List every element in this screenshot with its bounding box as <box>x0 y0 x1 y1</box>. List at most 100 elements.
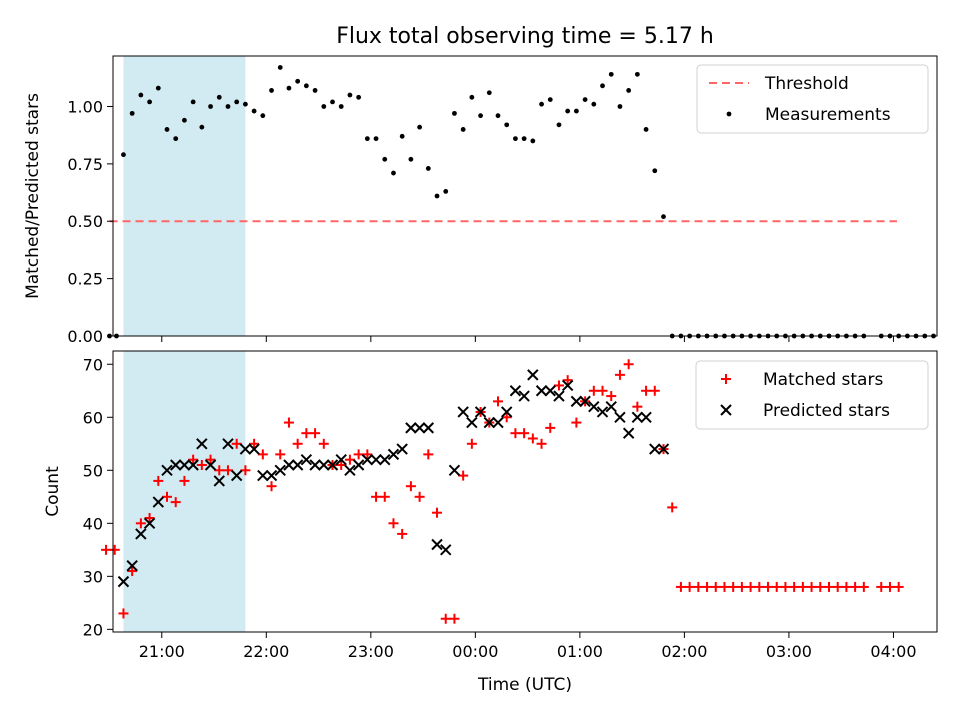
legend-predicted-swatch <box>720 404 732 416</box>
matched-star-marker <box>597 385 608 396</box>
legend-matched-label: Matched stars <box>763 370 883 390</box>
matched-star-marker <box>536 438 547 449</box>
predicted-star-marker <box>474 406 487 418</box>
matched-star-marker <box>754 581 765 592</box>
measurement-point <box>425 166 431 171</box>
matched-star-marker <box>728 581 739 592</box>
matched-star-marker <box>188 454 199 465</box>
measurement-point <box>208 104 213 109</box>
predicted-star-marker <box>178 459 191 471</box>
bottom-plot-frame <box>112 350 938 633</box>
measurement-point <box>495 113 501 119</box>
matched-star-marker <box>362 449 373 460</box>
matched-star-marker <box>144 513 155 524</box>
predicted-star-marker <box>431 538 443 551</box>
matched-star-marker <box>641 385 652 396</box>
measurement-point <box>338 104 344 109</box>
matched-star-marker <box>876 581 887 592</box>
bottom-y-tick-label: 60 <box>83 408 103 427</box>
matched-star-marker <box>371 491 382 502</box>
bottom-y-tick-label: 30 <box>83 567 103 586</box>
measurement-point <box>652 168 658 174</box>
top-panel: 0.00 0.25 0.50 0.75 1.00 Matched/Predicted s… <box>23 55 938 346</box>
top-y-tick-label: 1.00 <box>67 97 103 116</box>
measurement-point <box>260 113 266 119</box>
measurement-point <box>242 101 248 107</box>
measurement-point <box>391 170 396 176</box>
bottom-y-tick-label: 40 <box>83 514 103 533</box>
measurement-point <box>295 78 301 84</box>
matched-star-marker <box>179 475 190 486</box>
predicted-star-marker <box>222 438 234 450</box>
measurement-point <box>417 124 423 130</box>
matched-star-marker <box>588 385 599 396</box>
measurement-point <box>626 88 632 93</box>
predicted-star-marker <box>117 575 130 588</box>
matched-star-marker <box>205 454 216 465</box>
matched-star-marker <box>632 401 643 412</box>
predicted-star-marker <box>579 395 591 408</box>
matched-star-marker <box>118 608 129 619</box>
matched-star-marker <box>414 491 425 502</box>
measurement-point <box>539 101 544 107</box>
matched-star-marker <box>606 391 617 402</box>
predicted-star-marker <box>509 385 522 397</box>
predicted-star-marker <box>170 459 182 471</box>
measurement-point <box>452 110 457 116</box>
predicted-star-marker <box>622 427 635 439</box>
matched-star-marker <box>719 581 730 592</box>
measurement-point <box>478 113 483 119</box>
predicted-star-marker <box>457 406 469 418</box>
matched-star-marker <box>562 375 573 386</box>
measurement-point <box>364 136 370 142</box>
predicted-star-marker <box>553 390 565 402</box>
matched-star-marker <box>884 581 895 592</box>
predicted-star-marker <box>605 400 617 413</box>
predicted-star-marker <box>239 443 252 455</box>
predicted-star-marker <box>230 469 243 482</box>
top-y-tick-label: 0.00 <box>67 327 103 346</box>
measurement-point <box>661 214 666 220</box>
observing-window-shade <box>123 56 246 336</box>
x-axis-label: Time (UTC) <box>477 675 572 695</box>
predicted-star-marker <box>405 422 417 434</box>
matched-star-marker <box>458 470 469 481</box>
matched-star-marker <box>318 438 329 449</box>
predicted-star-marker <box>631 411 644 423</box>
x-tick-label: 03:00 <box>766 642 812 661</box>
matched-star-marker <box>684 581 695 592</box>
predicted-star-marker <box>283 459 295 471</box>
matched-star-marker <box>745 581 756 592</box>
matched-star-marker <box>222 465 233 476</box>
matched-star-marker <box>667 502 678 513</box>
matched-star-marker <box>388 518 399 529</box>
matched-star-marker <box>440 613 451 624</box>
predicted-star-marker <box>300 453 313 466</box>
top-y-axis-label: Matched/Predicted stars <box>23 93 43 299</box>
predicted-star-marker <box>527 369 539 381</box>
predicted-star-marker <box>318 459 330 471</box>
matched-star-marker <box>623 359 634 370</box>
measurement-point <box>573 108 579 114</box>
measurement-point <box>434 193 440 199</box>
matched-star-marker <box>806 581 817 592</box>
legend-matched-swatch <box>721 374 731 384</box>
measurement-point <box>643 127 649 132</box>
matched-star-marker <box>353 449 364 460</box>
matched-star-marker <box>379 491 390 502</box>
measurement-point <box>521 136 527 142</box>
bottom-y-tick-label: 20 <box>83 620 103 639</box>
measurement-point <box>129 110 135 116</box>
matched-star-marker <box>710 581 721 592</box>
matched-star-marker <box>310 428 321 439</box>
predicted-star-marker <box>448 464 461 476</box>
measurement-point <box>347 92 353 98</box>
matched-star-marker <box>135 518 146 529</box>
measurement-point <box>408 156 414 162</box>
x-tick-label: 00:00 <box>452 642 498 661</box>
measurement-point <box>321 104 327 109</box>
matched-star-marker <box>702 581 713 592</box>
bottom-y-tick-label: 70 <box>83 355 103 374</box>
measurement-point <box>330 99 335 105</box>
predicted-star-marker <box>213 475 225 487</box>
